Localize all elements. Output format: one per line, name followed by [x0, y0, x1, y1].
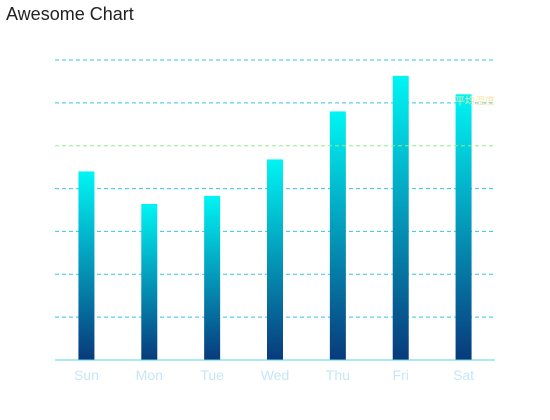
- bar-fri[interactable]: [392, 75, 409, 360]
- bar-wed[interactable]: [267, 159, 283, 360]
- x-tick-label: Sun: [74, 367, 99, 383]
- bar-thu[interactable]: [329, 111, 346, 360]
- x-tick-label: Thu: [326, 367, 350, 383]
- x-tick-label: Sat: [453, 367, 474, 383]
- bar-mon[interactable]: [141, 204, 158, 360]
- x-tick-label: Tue: [200, 367, 224, 383]
- x-axis: Sun Mon Tue Wed Thu Fri Sat: [55, 359, 495, 383]
- bars: [78, 75, 472, 361]
- x-tick-label: Mon: [136, 367, 163, 383]
- x-tick-label: Wed: [261, 367, 290, 383]
- bar-sat[interactable]: [455, 94, 472, 361]
- bar-sun[interactable]: [78, 171, 95, 360]
- reference-line-group: 平均温度: [55, 95, 495, 147]
- chart-title: Awesome Chart: [6, 4, 134, 24]
- bar-tue[interactable]: [204, 195, 221, 360]
- reference-line-label: 平均温度: [455, 95, 495, 108]
- x-tick-label: Fri: [393, 367, 409, 383]
